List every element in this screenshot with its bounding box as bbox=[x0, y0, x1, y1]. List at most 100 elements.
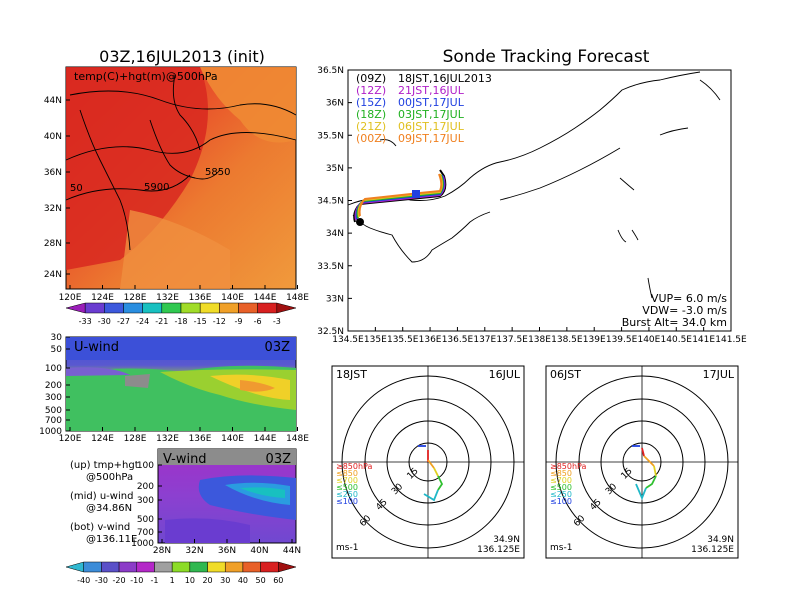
lon-tick-label: 140.5E bbox=[661, 335, 693, 345]
level-label: ≤500 bbox=[550, 483, 572, 492]
lat-tick-label: 40N bbox=[250, 546, 268, 556]
colorbar-label: 40 bbox=[238, 576, 248, 585]
lat-tick-label: 35N bbox=[326, 164, 344, 174]
level-label: ≤850 bbox=[336, 469, 358, 478]
colorbar-swatch bbox=[84, 302, 105, 314]
lat-tick-label: 24N bbox=[44, 270, 62, 280]
level-label: ≤250 bbox=[550, 490, 572, 499]
colorbar-label: -40 bbox=[77, 576, 90, 585]
lon-tick-label: 148E bbox=[286, 293, 309, 303]
v-wind-time: 03Z bbox=[266, 452, 292, 467]
lon-tick-label: 138.5E bbox=[551, 335, 583, 345]
legend-time: 21JST,16JUL bbox=[398, 84, 465, 97]
lon-tick-label: 136.5E bbox=[442, 335, 474, 345]
hodograph-trace bbox=[437, 475, 444, 491]
colorbar-label: -10 bbox=[130, 576, 143, 585]
wind-colorbar: -40 -30 -20 -10 -1 1 10 20 30 40 50 60 bbox=[65, 561, 297, 585]
colorbar-swatch bbox=[257, 302, 278, 314]
hodograph-unit: ms-1 bbox=[550, 543, 572, 553]
lat-tick-label: 40N bbox=[44, 132, 62, 142]
note-bot-1: (bot) v-wind bbox=[70, 522, 130, 533]
lat-tick-label: 28N bbox=[44, 239, 62, 249]
colorbar-label: -15 bbox=[194, 317, 207, 326]
colorbar-swatch bbox=[154, 561, 173, 573]
colorbar-swatch bbox=[142, 302, 163, 314]
colorbar-swatch bbox=[207, 561, 226, 573]
lon-tick-label: 128E bbox=[124, 434, 147, 444]
lon-tick-label: 136E bbox=[189, 293, 212, 303]
colorbar-swatch bbox=[83, 561, 102, 573]
colorbar-label: -1 bbox=[150, 576, 158, 585]
colorbar-label: 60 bbox=[273, 576, 283, 585]
hodograph-date: 16JUL bbox=[489, 368, 521, 381]
param-vup: VUP= 6.0 m/s bbox=[651, 292, 727, 305]
temp-colorbar: -33 -30 -27 -24 -21 -18 -15 -12 -9 -6 -3 bbox=[65, 302, 297, 326]
colorbar-label: -20 bbox=[113, 576, 126, 585]
lon-tick-label: 132E bbox=[156, 434, 179, 444]
colorbar-label: -30 bbox=[95, 576, 108, 585]
colorbar-label: -30 bbox=[98, 317, 111, 326]
lat-tick-label: 36.5N bbox=[317, 66, 344, 76]
pressure-tick-label: 1000 bbox=[131, 539, 154, 549]
colorbar-label: 1 bbox=[170, 576, 175, 585]
lat-tick-label: 36N bbox=[326, 99, 344, 109]
contour-label-2: 5900 bbox=[144, 182, 169, 193]
u-wind-lon-ticks: 120E 124E 128E 132E 136E 140E 144E 148E bbox=[59, 427, 309, 444]
lon-tick-label: 141E bbox=[692, 335, 715, 345]
pressure-tick-label: 300 bbox=[137, 496, 154, 506]
sonde-legend: (09Z) 18JST,16JUL2013 (12Z) 21JST,16JUL (15Z… bbox=[356, 72, 492, 145]
colorbar-swatch bbox=[118, 561, 138, 573]
colorbar-swatch bbox=[238, 302, 258, 314]
colorbar-label: 50 bbox=[256, 576, 266, 585]
note-up-1: (up) tmp+hgt bbox=[70, 460, 139, 471]
pressure-tick-label: 200 bbox=[45, 381, 62, 391]
note-mid-2: @34.86N bbox=[86, 503, 132, 514]
colorbar-label: -18 bbox=[174, 317, 187, 326]
hodograph-trace bbox=[433, 467, 439, 477]
legend-time: 06JST,17JUL bbox=[398, 120, 465, 133]
lon-tick-label: 148E bbox=[286, 434, 309, 444]
left-top-title: 03Z,16JUL2013 (init) bbox=[99, 47, 265, 66]
pressure-tick-label: 1000 bbox=[39, 427, 62, 437]
colorbar-swatch bbox=[104, 302, 124, 314]
lon-tick-label: 120E bbox=[59, 293, 82, 303]
note-mid-1: (mid) u-wind bbox=[70, 491, 133, 502]
level-label: ≤700 bbox=[550, 476, 572, 485]
level-label: ≤850 bbox=[550, 469, 572, 478]
colorbar-swatch bbox=[219, 302, 239, 314]
colorbar-swatch bbox=[180, 302, 201, 314]
lon-tick-label: 140E bbox=[221, 434, 244, 444]
pressure-tick-label: 50 bbox=[51, 345, 63, 355]
v-wind-title: V-wind bbox=[163, 452, 207, 467]
hodograph-time: 06JST bbox=[550, 368, 581, 381]
colorbar-swatch bbox=[276, 302, 297, 314]
lon-tick-label: 132E bbox=[156, 293, 179, 303]
colorbar-swatch bbox=[161, 302, 182, 314]
hodograph-lat: 34.9N bbox=[493, 535, 520, 545]
sonde-title: Sonde Tracking Forecast bbox=[443, 47, 650, 67]
lon-tick-label: 136E bbox=[419, 335, 442, 345]
lat-tick-label: 33N bbox=[326, 294, 344, 304]
note-bot-2: @136.11E bbox=[86, 534, 137, 545]
hodograph-lon: 136.125E bbox=[691, 545, 734, 555]
lat-tick-label: 34N bbox=[326, 229, 344, 239]
lon-tick-label: 139.5E bbox=[606, 335, 638, 345]
colorbar-label: -3 bbox=[273, 317, 281, 326]
lat-tick-label: 36N bbox=[44, 168, 62, 178]
hodograph-trace bbox=[641, 447, 645, 457]
colorbar-label: -9 bbox=[235, 317, 243, 326]
pressure-tick-label: 200 bbox=[137, 482, 154, 492]
level-label: ≤100 bbox=[336, 497, 358, 506]
level-label: ≤250 bbox=[336, 490, 358, 499]
v-wind-lat-ticks: 28N 32N 36N 40N 44N bbox=[153, 539, 301, 556]
panel-notes: (up) tmp+hgt @500hPa (mid) u-wind @34.86… bbox=[70, 460, 139, 545]
legend-run: (09Z) bbox=[356, 72, 386, 85]
pressure-tick-label: 300 bbox=[45, 393, 62, 403]
level-label: ≤100 bbox=[550, 497, 572, 506]
lon-tick-label: 134.5E bbox=[332, 335, 364, 345]
lon-tick-label: 144E bbox=[254, 434, 277, 444]
hodograph-trace bbox=[645, 475, 657, 489]
